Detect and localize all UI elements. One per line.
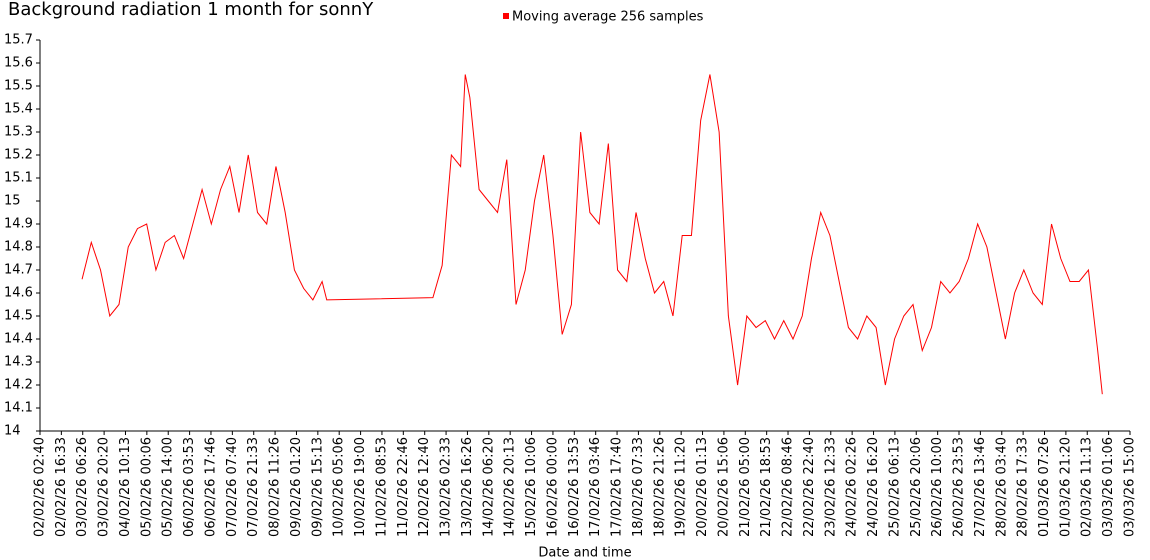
x-tick-label: 14/02/26 06:20 — [481, 437, 496, 537]
y-tick-label: 14.5 — [4, 309, 33, 324]
x-tick-label: 23/02/26 12:33 — [823, 437, 838, 537]
x-tick-label: 03/02/26 06:26 — [75, 437, 90, 537]
x-tick-label: 17/02/26 17:40 — [610, 437, 625, 537]
x-tick-label: 28/02/26 03:40 — [994, 437, 1009, 537]
x-tick-label: 10/02/26 05:06 — [332, 437, 347, 537]
x-tick-label: 08/02/26 11:26 — [268, 437, 283, 537]
x-tick-label: 09/02/26 01:20 — [289, 437, 304, 537]
y-tick-label: 15 — [4, 194, 21, 209]
y-tick-label: 14.6 — [4, 286, 33, 301]
y-tick-label: 14.1 — [4, 401, 33, 416]
x-tick-label: 05/02/26 14:00 — [161, 437, 176, 537]
x-tick-label: 25/02/26 06:13 — [887, 437, 902, 537]
y-tick-label: 15.5 — [4, 79, 33, 94]
x-tick-label: 14/02/26 20:13 — [503, 437, 518, 537]
x-tick-label: 22/02/26 22:40 — [802, 437, 817, 537]
x-tick-label: 02/03/26 11:13 — [1080, 437, 1095, 537]
data-line — [81, 74, 1103, 395]
y-tick-label: 15.3 — [4, 125, 33, 140]
x-tick-label: 06/02/26 17:46 — [203, 437, 218, 537]
chart-title: Background radiation 1 month for sonnY — [8, 0, 374, 20]
x-tick-label: 03/03/26 01:06 — [1101, 437, 1116, 537]
x-tick-label: 16/02/26 00:00 — [545, 437, 560, 537]
x-tick-label: 22/02/26 08:46 — [781, 437, 796, 537]
x-axis-label: Date and time — [538, 546, 631, 560]
x-tick-label: 05/02/26 00:06 — [139, 437, 154, 537]
x-tick-label: 07/02/26 07:40 — [225, 437, 240, 537]
y-tick-label: 14.7 — [4, 263, 33, 278]
x-tick-label: 13/02/26 02:33 — [439, 437, 454, 537]
x-tick-label: 25/02/26 20:06 — [909, 437, 924, 537]
y-tick-label: 15.2 — [4, 148, 33, 163]
x-tick-label: 12/02/26 12:40 — [417, 437, 432, 537]
x-tick-label: 11/02/26 08:53 — [374, 437, 389, 537]
y-tick-label: 14.8 — [4, 240, 33, 255]
y-tick-label: 15.4 — [4, 102, 33, 117]
x-tick-label: 17/02/26 03:46 — [588, 437, 603, 537]
y-tick-label: 15.7 — [4, 33, 33, 48]
x-tick-label: 02/02/26 16:33 — [54, 437, 69, 537]
x-tick-label: 03/03/26 15:00 — [1123, 437, 1138, 537]
y-tick-label: 15.6 — [4, 56, 33, 71]
x-tick-label: 20/02/26 01:13 — [695, 437, 710, 537]
y-tick-label: 14.4 — [4, 332, 33, 347]
x-tick-label: 03/02/26 20:20 — [97, 437, 112, 537]
x-tick-label: 01/03/26 21:20 — [1058, 437, 1073, 537]
x-tick-label: 10/02/26 19:00 — [353, 437, 368, 537]
x-tick-label: 01/03/26 07:26 — [1037, 437, 1052, 537]
x-tick-label: 11/02/26 22:46 — [396, 437, 411, 537]
x-tick-label: 04/02/26 10:13 — [118, 437, 133, 537]
x-tick-label: 06/02/26 03:53 — [182, 437, 197, 537]
y-tick-label: 14.2 — [4, 378, 33, 393]
legend-swatch — [503, 13, 509, 19]
x-tick-label: 18/02/26 21:26 — [652, 437, 667, 537]
x-tick-label: 27/02/26 13:46 — [973, 437, 988, 537]
x-tick-label: 13/02/26 16:26 — [460, 437, 475, 537]
x-tick-label: 02/02/26 02:40 — [33, 437, 48, 537]
legend-label: Moving average 256 samples — [512, 10, 704, 25]
x-tick-label: 07/02/26 21:33 — [246, 437, 261, 537]
y-tick-label: 14 — [4, 424, 21, 439]
x-tick-label: 24/02/26 16:20 — [866, 437, 881, 537]
x-tick-label: 26/02/26 23:53 — [952, 437, 967, 537]
x-tick-label: 26/02/26 10:00 — [930, 437, 945, 537]
x-tick-label: 16/02/26 13:53 — [567, 437, 582, 537]
x-tick-label: 24/02/26 02:26 — [845, 437, 860, 537]
x-tick-label: 21/02/26 18:53 — [759, 437, 774, 537]
x-tick-label: 28/02/26 17:33 — [1016, 437, 1031, 537]
y-tick-label: 15.1 — [4, 171, 33, 186]
x-tick-label: 09/02/26 15:13 — [310, 437, 325, 537]
x-tick-label: 18/02/26 07:33 — [631, 437, 646, 537]
x-tick-label: 15/02/26 10:06 — [524, 437, 539, 537]
x-tick-label: 21/02/26 05:00 — [738, 437, 753, 537]
x-tick-label: 20/02/26 15:06 — [716, 437, 731, 537]
y-tick-label: 14.3 — [4, 355, 33, 370]
y-tick-label: 14.9 — [4, 217, 33, 232]
x-tick-label: 19/02/26 11:20 — [674, 437, 689, 537]
